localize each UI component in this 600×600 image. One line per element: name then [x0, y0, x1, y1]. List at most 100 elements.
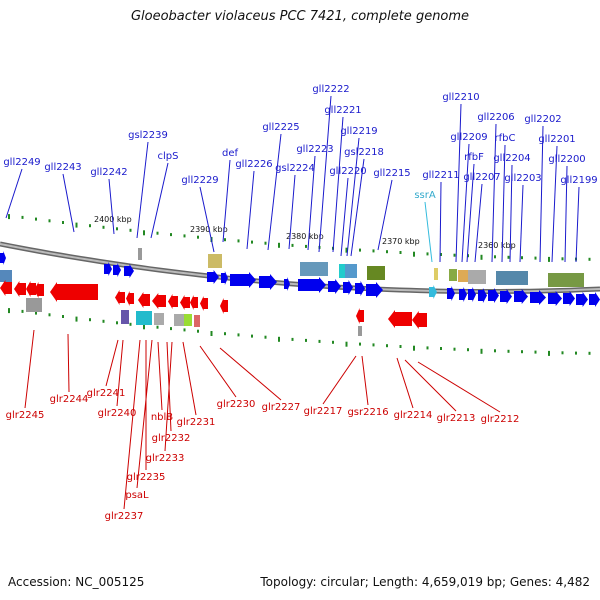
gene-arrow-forward: [366, 282, 383, 298]
tick-mark-lower: [156, 325, 159, 329]
tick-mark-lower: [75, 316, 78, 322]
label-leader: [501, 144, 506, 263]
tick-mark-upper: [251, 240, 253, 244]
tick-mark-upper: [494, 255, 496, 259]
label-leader: [157, 341, 163, 411]
gene-arrow-reverse: [200, 296, 208, 311]
gene-label-forward: gll2200: [548, 154, 585, 165]
label-leader: [396, 357, 414, 409]
label-leader: [288, 174, 296, 250]
gene-label-forward: gsl2218: [344, 147, 384, 158]
gene-arrow-forward: [447, 286, 455, 301]
tick-mark-upper: [35, 217, 37, 221]
tick-mark-lower: [413, 345, 415, 351]
gene-arrow-reverse: [388, 310, 412, 328]
gene-arrow-forward: [478, 288, 487, 303]
gene-feature-box: [154, 313, 164, 325]
gene-label-reverse: glr2217: [304, 406, 343, 417]
tick-mark-lower: [129, 322, 132, 326]
gene-feature-box: [358, 326, 362, 336]
gene-label-reverse: glr2245: [6, 410, 45, 421]
gene-feature-box: [174, 314, 184, 326]
gene-arrow-reverse: [50, 282, 98, 302]
gene-label-reverse: glr2231: [177, 417, 216, 428]
tick-mark-upper: [561, 257, 564, 261]
gene-arrow-forward: [548, 291, 562, 306]
label-leader: [24, 329, 35, 409]
tick-mark-lower: [62, 315, 64, 318]
label-leader: [466, 163, 475, 263]
tick-mark-upper: [359, 248, 361, 252]
gene-label-forward: gsl2239: [128, 130, 168, 141]
tick-mark-upper: [453, 253, 456, 257]
tick-mark-upper: [129, 228, 132, 232]
gene-feature-box: [0, 270, 12, 282]
gene-label-reverse: glr2227: [262, 402, 301, 413]
gene-arrow-forward: [230, 272, 256, 288]
gene-arrow-forward: [104, 262, 112, 276]
tick-mark-lower: [345, 341, 348, 347]
tick-mark-upper: [197, 235, 199, 239]
label-leader: [474, 183, 483, 263]
tick-mark-upper: [548, 256, 550, 262]
topology-text: Topology: circular; Length: 4,659,019 bp…: [260, 575, 590, 589]
gene-arrow-reverse: [180, 295, 190, 310]
gene-arrow-forward: [355, 281, 365, 296]
gene-label-reverse: psaL: [125, 490, 149, 501]
gene-arrow-reverse: [220, 298, 228, 314]
label-leader: [564, 165, 568, 263]
gene-arrow-forward: [576, 292, 588, 307]
label-leader: [105, 339, 119, 387]
gene-arrow-forward: [514, 289, 528, 304]
gene-label-forward: gll2220: [329, 166, 366, 177]
label-leader: [219, 347, 282, 401]
label-leader: [199, 345, 237, 398]
tick-mark-upper: [89, 224, 91, 228]
tick-mark-upper: [116, 227, 118, 231]
tick-mark-upper: [48, 219, 51, 223]
tick-mark-upper: [8, 214, 10, 220]
gene-arrow-reverse: [126, 291, 134, 306]
gene-arrow-forward: [530, 290, 546, 305]
tick-mark-upper: [75, 222, 78, 228]
tick-mark-upper: [278, 242, 280, 248]
tick-mark-lower: [116, 321, 118, 325]
gene-label-forward: rfbF: [464, 152, 484, 163]
gene-label-reverse: glr2214: [394, 410, 433, 421]
tick-mark-upper: [170, 233, 172, 237]
tick-mark-lower: [575, 351, 577, 355]
tick-mark-lower: [89, 318, 91, 322]
gene-arrow-forward: [298, 277, 326, 293]
gene-label-reverse: glr2212: [481, 414, 520, 425]
tick-mark-lower: [264, 335, 267, 339]
tick-mark-upper: [372, 249, 375, 253]
gene-label-reverse: gsr2216: [347, 407, 388, 418]
label-leader: [377, 179, 393, 251]
tick-mark-lower: [561, 351, 564, 355]
gene-label-reverse: glr2232: [152, 433, 191, 444]
label-leader: [182, 341, 197, 416]
gene-feature-box: [548, 273, 584, 287]
tick-mark-lower: [386, 344, 388, 348]
tick-mark-lower: [183, 328, 186, 332]
gene-label-forward: gll2210: [442, 92, 479, 103]
tick-mark-upper: [386, 250, 388, 254]
reverse-strand-features: [26, 298, 362, 336]
tick-mark-upper: [102, 225, 105, 229]
label-leader: [123, 339, 141, 510]
tick-mark-upper: [413, 251, 415, 257]
gene-label-forward: gll2204: [493, 153, 530, 164]
label-leader: [455, 103, 462, 263]
tick-mark-lower: [251, 334, 253, 338]
gene-arrow-forward: [563, 291, 575, 306]
gene-label-reverse: glr2244: [50, 394, 89, 405]
tick-mark-lower: [534, 350, 537, 354]
reverse-label-leaders: [24, 329, 501, 510]
tick-mark-upper: [521, 256, 523, 260]
tick-mark-lower: [102, 319, 105, 323]
gene-label-reverse: glr2213: [437, 413, 476, 424]
gene-arrow-forward: [259, 274, 277, 290]
label-leader: [267, 133, 282, 251]
gene-label-forward: clpS: [158, 151, 179, 162]
